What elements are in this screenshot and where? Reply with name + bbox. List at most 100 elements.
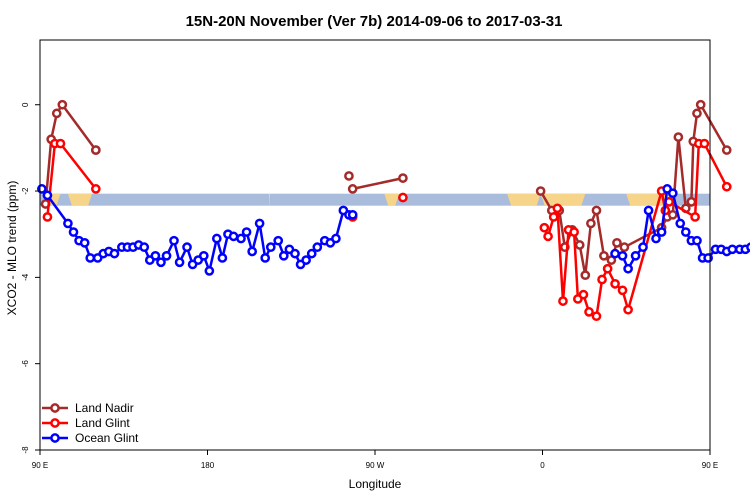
land-band-segment [507,193,541,206]
y-tick-label: -2 [21,187,30,195]
y-tick-label: 0 [21,102,30,107]
x-tick-label: 90 W [366,461,385,470]
ocean-glint-point [312,242,323,253]
plot-area [37,39,750,451]
ocean-glint-point [260,253,271,263]
legend-item-land-nadir: Land Nadir [42,401,134,415]
land-glint-series [42,138,732,322]
land-band-segment [67,193,93,206]
ocean-glint-point [273,235,284,246]
land-glint-point [55,138,66,149]
ocean-glint-point [638,242,648,253]
ocean-glint-point [198,250,209,261]
land-glint-point [558,296,568,306]
land-glint-point [602,263,613,274]
land-glint-point [398,192,408,203]
ocean-glint-point [68,227,79,237]
land-glint-point [90,184,101,194]
land-nadir-point [398,173,408,183]
legend-label: Land Glint [75,416,130,430]
land-nadir-point [90,145,101,155]
ocean-glint-point [301,255,311,265]
land-glint-point [617,285,628,296]
x-axis: 90 E 180 90 W 0 90 E [32,450,718,470]
land-glint-point [42,212,53,222]
land-nadir-point [612,237,622,248]
ocean-glint-point [204,266,215,276]
land-glint-line [693,142,728,217]
ocean-glint-point [675,218,686,229]
ocean-glint-point [278,250,289,261]
ocean-glint-point [161,250,172,261]
ocean-glint-point [85,253,96,263]
land-glint-point [610,278,620,289]
ocean-glint-point [667,188,678,199]
ocean-glint-point [643,205,654,216]
land-nadir-series [40,99,732,281]
land-nadir-point [673,132,684,142]
land-glint-point [597,274,607,285]
y-axis-label: XCO2 - MLO trend (ppm) [5,181,19,316]
land-nadir-point [580,270,591,281]
ocean-glint-point [169,235,179,246]
ocean-glint-point [211,233,222,244]
ocean-glint-point [306,248,317,259]
ocean-glint-series [37,184,750,276]
y-axis: 0 -2 -4 -6 -8 [21,102,40,454]
legend-swatch-marker [50,433,60,443]
ocean-glint-point [610,248,620,259]
land-nadir-line [684,103,728,210]
land-nadir-point [721,145,732,155]
y-tick-label: -6 [21,360,30,368]
ocean-glint-point [254,218,265,229]
land-nadir-point [599,250,609,261]
land-band-segment [268,193,270,206]
ocean-glint-point [79,237,90,248]
chart-title: 15N-20N November (Ver 7b) 2014-09-06 to … [186,13,563,30]
ocean-glint-point [174,257,185,268]
land-nadir-point [686,196,697,207]
ocean-glint-point [703,253,713,263]
ocean-glint-point [247,246,258,257]
land-nadir-point [695,99,706,110]
land-glint-point [690,212,700,222]
land-glint-point [548,212,559,222]
ocean-glint-point [150,250,161,261]
ocean-glint-point [630,250,641,261]
land-nadir-point [574,240,585,250]
ocean-glint-point [228,231,239,242]
land-nadir-point [692,108,702,119]
x-axis-label: Longitude [349,477,402,491]
land-nadir-point [591,205,602,216]
ocean-glint-point [617,250,628,261]
land-glint-point [699,138,710,149]
x-tick-label: 0 [540,461,545,470]
ocean-glint-point [109,248,120,259]
land-band-segment [384,193,400,206]
y-tick-label: -8 [21,446,30,454]
land-nadir-point [51,108,62,119]
ocean-glint-point [139,242,150,253]
x-tick-label: 90 E [32,461,48,470]
ocean-glint-point [656,227,667,237]
legend-item-land-glint: Land Glint [42,416,130,430]
legend-item-ocean-glint: Ocean Glint [42,431,139,445]
legend-label: Ocean Glint [75,431,139,445]
mlo-band [40,193,710,206]
land-nadir-point [667,209,678,220]
ocean-glint-point [331,233,341,244]
ocean-glint-point [236,233,246,244]
land-nadir-point [344,171,354,181]
ocean-glint-point [217,253,228,263]
ocean-glint-point [156,257,166,268]
ocean-glint-point [265,242,276,253]
ocean-glint-point [63,218,73,229]
ocean-glint-point [42,190,53,201]
legend-label: Land Nadir [75,401,134,415]
land-band-segment [540,193,586,206]
land-glint-point [623,304,633,315]
ocean-glint-point [680,227,691,237]
land-glint-point [539,222,550,233]
